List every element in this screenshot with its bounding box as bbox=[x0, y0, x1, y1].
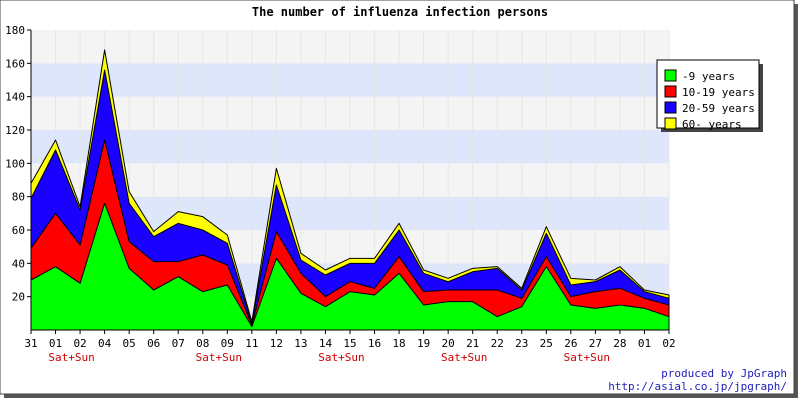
x-tick-label: 18 bbox=[392, 337, 405, 350]
x-tick-label: 02 bbox=[73, 337, 86, 350]
weekend-label: Sat+Sun bbox=[196, 351, 242, 364]
x-tick-label: 08 bbox=[196, 337, 209, 350]
x-tick-label: 19 bbox=[417, 337, 430, 350]
x-tick-label: 22 bbox=[491, 337, 504, 350]
x-tick-label: 06 bbox=[147, 337, 160, 350]
legend: -9 years 10-19 years 20-59 years 60- years bbox=[656, 59, 763, 132]
legend-label: 20-59 years bbox=[682, 102, 755, 115]
y-tick-label: 120 bbox=[5, 124, 25, 137]
x-tick-label: 25 bbox=[540, 337, 553, 350]
weekend-label: Sat+Sun bbox=[48, 351, 94, 364]
x-tick-label: 14 bbox=[319, 337, 333, 350]
y-axis-ticks: 20 40 60 80 100 120 140 160 180 bbox=[5, 24, 31, 304]
legend-items: -9 years 10-19 years 20-59 years 60- years bbox=[664, 69, 755, 131]
x-tick-label: 13 bbox=[294, 337, 307, 350]
x-tick-label: 09 bbox=[221, 337, 234, 350]
y-tick-label: 40 bbox=[12, 257, 25, 270]
y-tick-label: 180 bbox=[5, 24, 25, 37]
legend-swatch bbox=[664, 101, 677, 114]
x-tick-label: 04 bbox=[98, 337, 112, 350]
x-tick-label: 11 bbox=[245, 337, 258, 350]
x-tick-label: 05 bbox=[123, 337, 136, 350]
legend-label: 10-19 years bbox=[682, 86, 755, 99]
x-tick-label: 07 bbox=[172, 337, 185, 350]
legend-label: 60- years bbox=[682, 118, 742, 131]
x-axis-ticks: 31 01 02 04 05 06 07 08 09 11 12 13 14 15 16 18 19 20 21 22… bbox=[24, 330, 676, 350]
weekend-label: Sat+Sun bbox=[441, 351, 487, 364]
weekend-labels: Sat+Sun Sat+Sun Sat+Sun Sat+Sun Sat+Sun bbox=[48, 351, 610, 364]
weekend-label: Sat+Sun bbox=[564, 351, 610, 364]
x-tick-label: 26 bbox=[564, 337, 577, 350]
series-area-10-19-years bbox=[30, 139, 670, 331]
y-tick-label: 80 bbox=[12, 191, 25, 204]
x-tick-label: 01 bbox=[638, 337, 651, 350]
legend-swatch bbox=[664, 69, 677, 82]
chart-title: The number of influenza infection person… bbox=[252, 5, 548, 19]
x-tick-label: 12 bbox=[270, 337, 283, 350]
x-tick-label: 02 bbox=[662, 337, 675, 350]
x-tick-label: 27 bbox=[589, 337, 602, 350]
x-tick-label: 21 bbox=[466, 337, 479, 350]
legend-swatch bbox=[664, 85, 677, 98]
x-tick-label: 23 bbox=[515, 337, 528, 350]
y-tick-label: 20 bbox=[12, 291, 25, 304]
x-tick-label: 20 bbox=[442, 337, 455, 350]
x-tick-label: 28 bbox=[613, 337, 626, 350]
series-area-9-years bbox=[30, 202, 670, 331]
x-tick-label: 16 bbox=[368, 337, 381, 350]
credit-line-2: http://asial.co.jp/jpgraph/ bbox=[608, 380, 787, 393]
y-tick-label: 160 bbox=[5, 57, 25, 70]
y-tick-label: 100 bbox=[5, 157, 25, 170]
weekend-label: Sat+Sun bbox=[318, 351, 364, 364]
series-areas bbox=[30, 49, 670, 331]
legend-swatch bbox=[664, 117, 677, 130]
y-tick-label: 140 bbox=[5, 91, 25, 104]
x-tick-label: 01 bbox=[49, 337, 62, 350]
y-tick-label: 60 bbox=[12, 224, 25, 237]
legend-label: -9 years bbox=[682, 70, 735, 83]
x-tick-label: 31 bbox=[24, 337, 37, 350]
credit-line-1: produced by JpGraph bbox=[661, 367, 787, 380]
x-tick-label: 15 bbox=[343, 337, 356, 350]
